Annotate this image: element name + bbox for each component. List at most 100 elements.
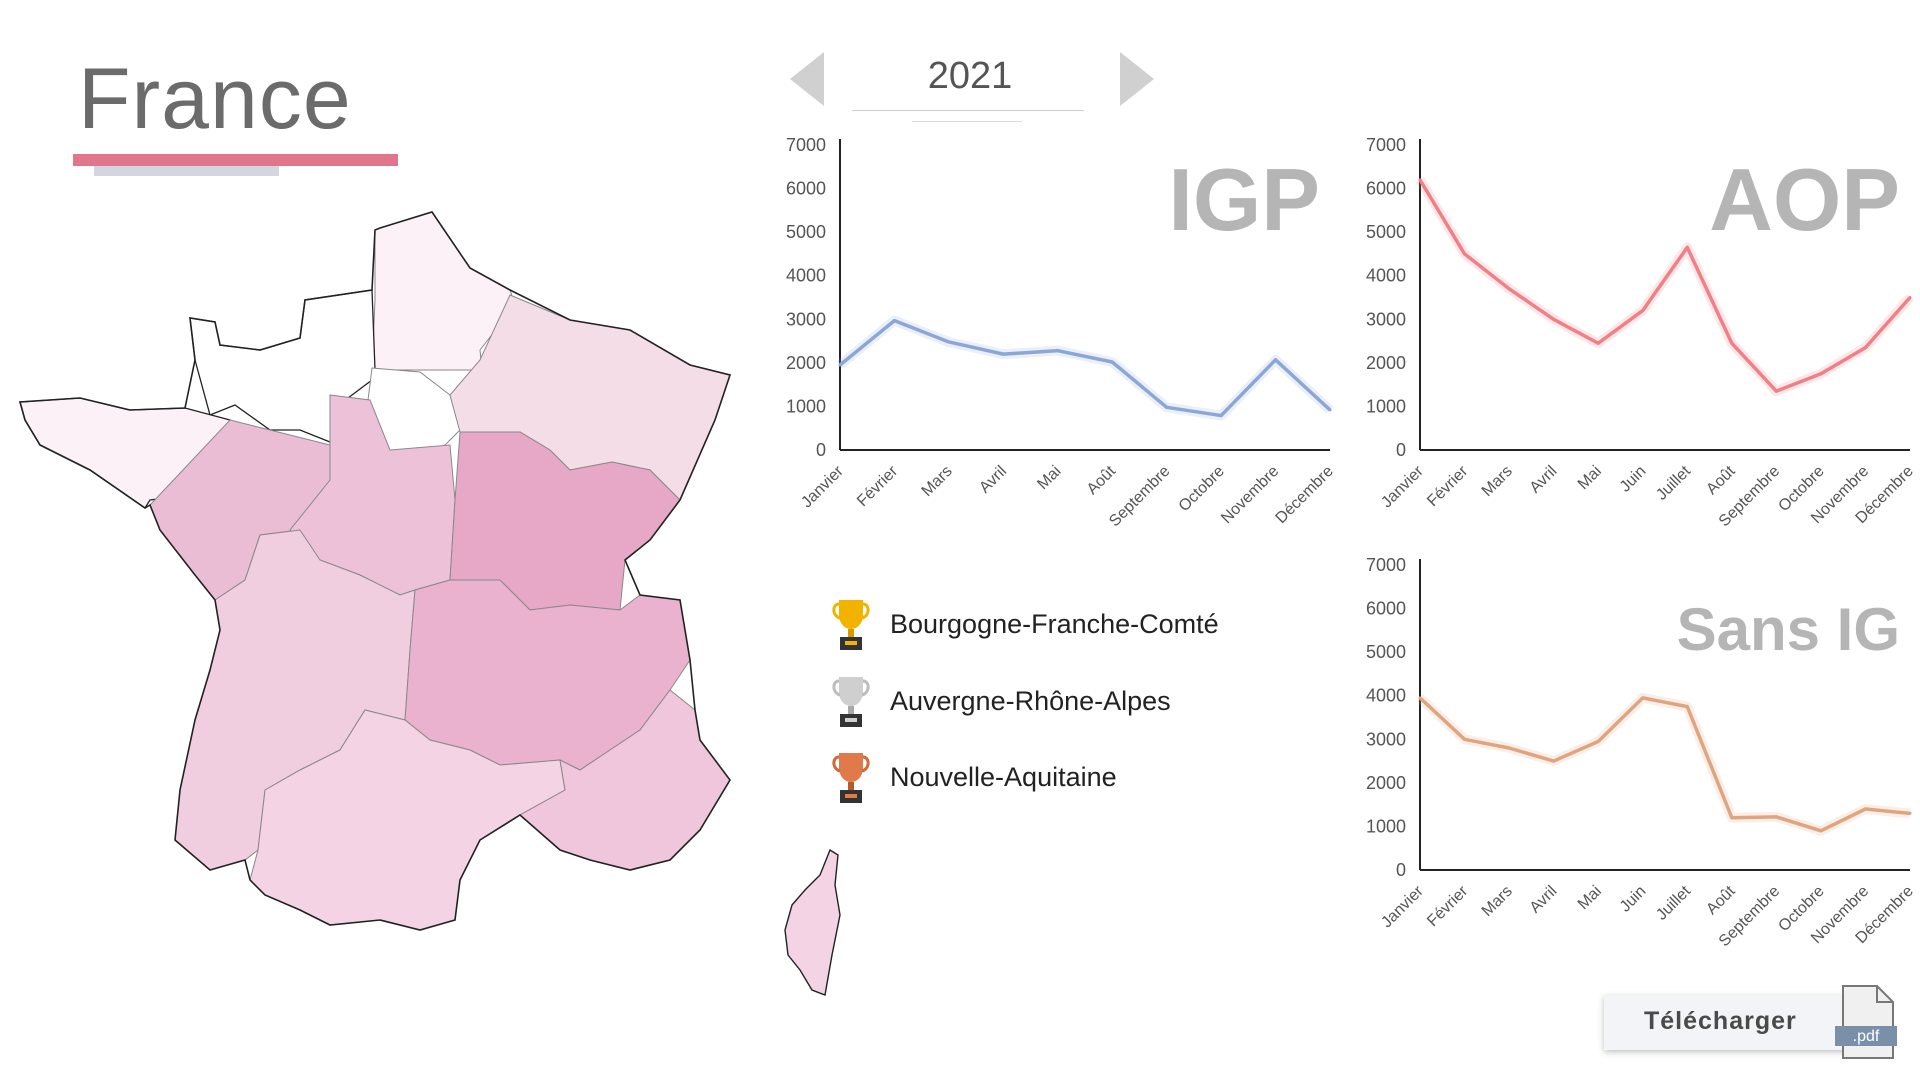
silver-trophy-icon xyxy=(832,677,870,727)
x-tick-label: Août xyxy=(1703,462,1739,498)
data-point xyxy=(1730,341,1734,345)
y-tick-label: 4000 xyxy=(1366,686,1406,706)
gold-trophy-icon xyxy=(832,600,870,650)
data-point xyxy=(1863,807,1867,811)
ranking-third-label: Nouvelle-Aquitaine xyxy=(890,761,1117,792)
y-tick-label: 0 xyxy=(1396,440,1406,460)
data-point xyxy=(1056,349,1060,353)
data-point xyxy=(1219,414,1223,418)
x-tick-label: Mars xyxy=(919,463,956,500)
x-tick-label: Juillet xyxy=(1653,462,1694,503)
y-tick-label: 3000 xyxy=(1366,729,1406,749)
pdf-file-icon[interactable]: .pdf xyxy=(1835,984,1897,1060)
y-tick-label: 0 xyxy=(816,440,826,460)
y-tick-label: 1000 xyxy=(1366,396,1406,416)
download-button-label: Télécharger xyxy=(1644,1007,1797,1035)
ranking-third: Nouvelle-Aquitaine xyxy=(830,749,1117,805)
chart-title: Sans IG xyxy=(1677,596,1900,663)
y-tick-label: 2000 xyxy=(1366,353,1406,373)
chart-title: AOP xyxy=(1709,150,1900,249)
data-point xyxy=(1418,178,1422,182)
y-tick-label: 6000 xyxy=(1366,179,1406,199)
data-point xyxy=(1463,252,1467,256)
y-tick-label: 6000 xyxy=(786,179,826,199)
x-tick-label: Mai xyxy=(1575,883,1605,913)
year-underline-secondary xyxy=(912,121,1022,122)
data-point xyxy=(1685,245,1689,249)
series-line xyxy=(1418,178,1912,393)
page-title: France xyxy=(78,51,352,147)
y-tick-label: 5000 xyxy=(1366,222,1406,242)
previous-year-button[interactable] xyxy=(790,52,824,106)
x-tick-label: Janvier xyxy=(1378,882,1427,931)
igp-line-chart: 0 1000 2000 3000 4000 5000 6000 7000 Janvier Févr… xyxy=(786,135,1337,530)
x-tick-label: Avril xyxy=(1527,463,1561,497)
data-point xyxy=(1418,696,1422,700)
corsica-region[interactable] xyxy=(780,845,850,1005)
x-tick-label: Août xyxy=(1084,462,1120,498)
download-button[interactable]: Télécharger xyxy=(1604,995,1852,1050)
sans-ig-line-chart: 0 1000 2000 3000 4000 5000 6000 7000 JanvierFévr… xyxy=(1366,555,1917,950)
y-tick-label: 6000 xyxy=(1366,599,1406,619)
x-tick-label: Février xyxy=(854,462,902,510)
x-tick-label: Juillet xyxy=(1653,882,1694,923)
data-point xyxy=(1641,696,1645,700)
y-tick-label: 5000 xyxy=(786,222,826,242)
y-tick-label: 7000 xyxy=(786,135,826,155)
y-tick-label: 7000 xyxy=(1366,135,1406,155)
series-line xyxy=(1418,696,1911,833)
y-tick-label: 1000 xyxy=(786,396,826,416)
aop-line-chart: 0 1000 2000 3000 4000 5000 6000 7000 JanvierFévr… xyxy=(1366,135,1917,530)
data-point xyxy=(947,340,951,344)
title-underline-accent xyxy=(73,154,398,166)
x-tick-label: Février xyxy=(1424,882,1472,930)
data-point xyxy=(1165,405,1169,409)
data-point xyxy=(838,363,842,367)
chart-title: IGP xyxy=(1168,150,1320,249)
data-point xyxy=(892,319,896,323)
data-point xyxy=(1774,389,1778,393)
bronze-trophy-icon xyxy=(832,753,870,803)
ranking-second-label: Auvergne-Rhône-Alpes xyxy=(890,685,1171,716)
data-point xyxy=(1001,352,1005,356)
pdf-badge: .pdf xyxy=(1853,1028,1880,1045)
year-label: 2021 xyxy=(927,55,1013,97)
ranking-first-label: Bourgogne-Franche-Comté xyxy=(890,608,1219,639)
series-line xyxy=(838,318,1332,418)
x-tick-label: Juin xyxy=(1617,883,1650,916)
data-point xyxy=(1463,737,1467,741)
x-tick-label: Mai xyxy=(1034,463,1064,493)
x-tick-label: Mars xyxy=(1479,883,1516,920)
data-point xyxy=(1274,358,1278,362)
series-line-glow xyxy=(1416,692,1911,836)
next-year-button[interactable] xyxy=(1120,52,1154,106)
data-point xyxy=(1552,759,1556,763)
data-point xyxy=(1110,360,1114,364)
y-tick-label: 2000 xyxy=(1366,773,1406,793)
y-tick-label: 2000 xyxy=(786,353,826,373)
data-point xyxy=(1819,372,1823,376)
data-point xyxy=(1507,287,1511,291)
data-point xyxy=(1596,341,1600,345)
x-tick-label: Août xyxy=(1703,882,1739,918)
x-tick-label: Février xyxy=(1424,462,1472,510)
ranking-first: Bourgogne-Franche-Comté xyxy=(830,596,1219,652)
x-tick-label: Juin xyxy=(1617,463,1650,496)
title-underline-secondary xyxy=(94,166,279,176)
y-tick-label: 4000 xyxy=(1366,266,1406,286)
data-point xyxy=(1819,829,1823,833)
data-point xyxy=(1552,317,1556,321)
y-tick-label: 3000 xyxy=(1366,309,1406,329)
data-point xyxy=(1908,811,1912,815)
data-point xyxy=(1908,296,1912,299)
data-point xyxy=(1685,705,1689,709)
france-outline xyxy=(18,211,732,931)
y-tick-label: 7000 xyxy=(1366,555,1406,575)
y-tick-label: 5000 xyxy=(1366,642,1406,662)
data-point xyxy=(1328,408,1332,412)
y-tick-label: 3000 xyxy=(786,309,826,329)
x-tick-label: Mai xyxy=(1575,463,1605,493)
data-point xyxy=(1641,309,1645,313)
france-regions-map xyxy=(18,211,732,931)
x-tick-label: Novembre xyxy=(1218,463,1282,527)
